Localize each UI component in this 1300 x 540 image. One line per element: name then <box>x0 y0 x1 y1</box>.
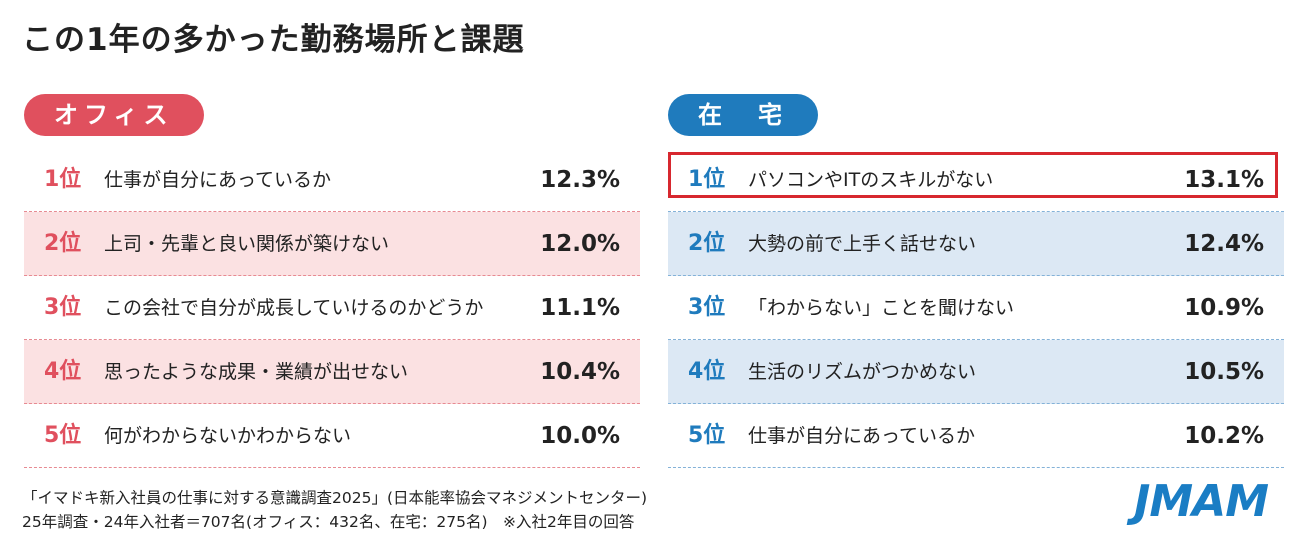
rank: 3位 <box>44 295 82 320</box>
percentage: 10.5% <box>1184 359 1264 385</box>
item-text: 思ったような成果・業績が出せない <box>104 361 409 383</box>
item-text: 上司・先輩と良い関係が築けない <box>104 233 390 255</box>
ranking-list: 1位 パソコンやITのスキルがない 13.1% 2位 大勢の前で上手く話せない 12.4%… <box>668 148 1284 468</box>
logo: JMAM <box>1134 476 1269 527</box>
rank: 2位 <box>44 231 82 256</box>
percentage: 11.1% <box>540 295 620 321</box>
item-text: 仕事が自分にあっているか <box>748 425 976 447</box>
percentage: 10.4% <box>540 359 620 385</box>
rank: 5位 <box>688 423 726 448</box>
percentage: 12.0% <box>540 231 620 257</box>
percentage: 13.1% <box>1184 167 1264 193</box>
source-note: 「イマドキ新入社員の仕事に対する意識調査2025」(日本能率協会マネジメントセン… <box>22 489 648 507</box>
ranking-row: 1位 仕事が自分にあっているか 12.3% <box>24 148 640 212</box>
ranking-row: 2位 大勢の前で上手く話せない 12.4% <box>668 212 1284 276</box>
rank: 1位 <box>688 167 726 192</box>
rank: 4位 <box>44 359 82 384</box>
panel: 在 宅 1位 パソコンやITのスキルがない 13.1% 2位 大勢の前で上手く話せない 12… <box>668 94 1284 468</box>
rank: 1位 <box>44 167 82 192</box>
percentage: 10.9% <box>1184 295 1264 321</box>
panel-label: オフィス <box>24 94 204 136</box>
ranking-row: 5位 仕事が自分にあっているか 10.2% <box>668 404 1284 468</box>
rank: 3位 <box>688 295 726 320</box>
item-text: 大勢の前で上手く話せない <box>748 233 977 255</box>
highlight-box <box>668 152 1278 198</box>
panel-label: 在 宅 <box>668 94 818 136</box>
sample-note: 25年調査・24年入社者＝707名(オフィス：432名、在宅：275名) ※入社… <box>22 513 635 531</box>
item-text: 「わからない」ことを聞けない <box>748 297 1015 319</box>
item-text: この会社で自分が成長していけるのかどうか <box>104 297 484 319</box>
percentage: 12.4% <box>1184 231 1264 257</box>
ranking-row: 4位 思ったような成果・業績が出せない 10.4% <box>24 340 640 404</box>
percentage: 10.2% <box>1184 423 1264 449</box>
ranking-row: 1位 パソコンやITのスキルがない 13.1% <box>668 148 1284 212</box>
item-text: パソコンやITのスキルがない <box>748 169 994 191</box>
title: この1年の多かった勤務場所と課題 <box>22 22 525 58</box>
ranking-row: 5位 何がわからないかわからない 10.0% <box>24 404 640 468</box>
item-text: 生活のリズムがつかめない <box>748 361 977 383</box>
ranking-list: 1位 仕事が自分にあっているか 12.3% 2位 上司・先輩と良い関係が築けない 12.0… <box>24 148 640 468</box>
item-text: 何がわからないかわからない <box>104 425 352 447</box>
ranking-row: 2位 上司・先輩と良い関係が築けない 12.0% <box>24 212 640 276</box>
panel: オフィス 1位 仕事が自分にあっているか 12.3% 2位 上司・先輩と良い関係が築けない… <box>24 94 640 468</box>
percentage: 10.0% <box>540 423 620 449</box>
percentage: 12.3% <box>540 167 620 193</box>
item-text: 仕事が自分にあっているか <box>104 169 332 191</box>
ranking-row: 3位 この会社で自分が成長していけるのかどうか 11.1% <box>24 276 640 340</box>
rank: 5位 <box>44 423 82 448</box>
ranking-row: 3位 「わからない」ことを聞けない 10.9% <box>668 276 1284 340</box>
rank: 2位 <box>688 231 726 256</box>
ranking-row: 4位 生活のリズムがつかめない 10.5% <box>668 340 1284 404</box>
rank: 4位 <box>688 359 726 384</box>
